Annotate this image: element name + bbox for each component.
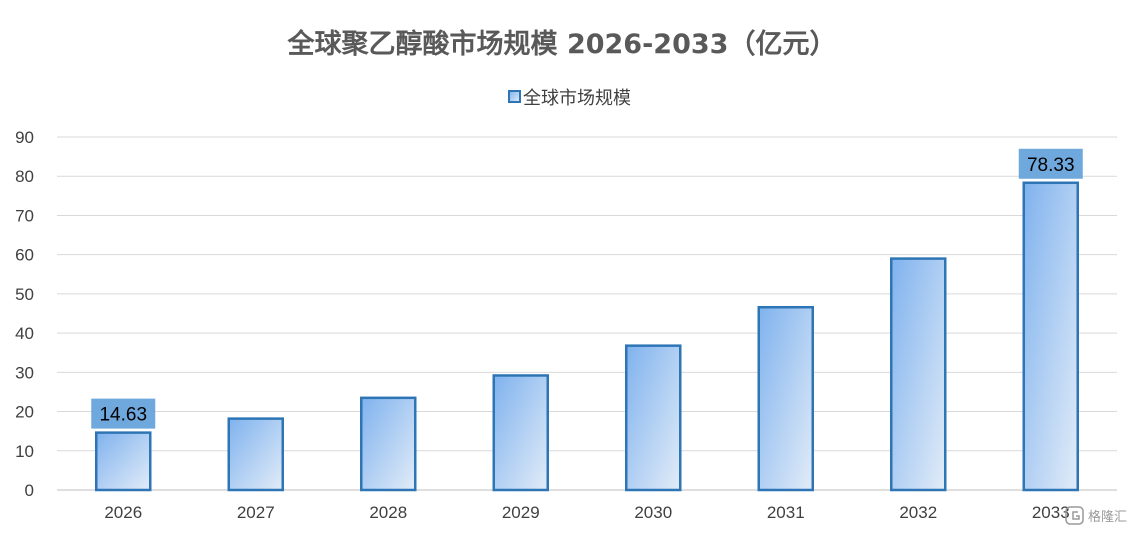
- x-tick-label: 2032: [899, 503, 937, 522]
- legend-label: 全球市场规模: [523, 88, 631, 109]
- legend-swatch: [508, 90, 521, 103]
- data-label-box: [91, 398, 156, 429]
- x-tick-label: 2027: [237, 503, 275, 522]
- data-label-box: [1018, 148, 1083, 179]
- y-tick-label: 10: [15, 442, 34, 461]
- data-label: 78.33: [1027, 155, 1075, 176]
- y-tick-label: 20: [15, 403, 34, 422]
- legend: 全球市场规模: [508, 88, 631, 109]
- y-tick-label: 30: [15, 363, 34, 382]
- chart-title: 全球聚乙醇酸市场规模 2026-2033（亿元）: [287, 28, 837, 60]
- bar-2032: [890, 257, 947, 492]
- bar-2028: [360, 396, 417, 492]
- bar-2031: [757, 305, 814, 492]
- x-axis: 2026 2027 2028 2029 2030 2031 2032 2033: [104, 503, 1069, 522]
- bar-2027: [227, 417, 284, 492]
- data-labels: 14.63 78.33: [91, 148, 1083, 429]
- x-tick-label: 2031: [767, 503, 805, 522]
- data-label: 14.63: [99, 405, 147, 426]
- x-tick-label: 2033: [1032, 503, 1070, 522]
- bar-2029: [492, 374, 549, 492]
- watermark-text: 格隆汇: [1088, 509, 1127, 525]
- watermark-logo-icon: [1065, 506, 1084, 525]
- y-tick-label: 60: [15, 246, 34, 265]
- x-tick-label: 2026: [104, 503, 142, 522]
- y-tick-label: 70: [15, 206, 34, 225]
- y-axis: 0 10 20 30 40 50 60 70 80 90: [15, 128, 34, 500]
- y-tick-label: 0: [25, 481, 34, 500]
- x-tick-label: 2030: [634, 503, 672, 522]
- y-tick-label: 50: [15, 285, 34, 304]
- bar-2026: [95, 431, 152, 492]
- watermark: 格隆汇: [1065, 506, 1127, 525]
- gridlines: [57, 136, 1117, 491]
- x-tick-label: 2029: [502, 503, 540, 522]
- y-tick-label: 40: [15, 324, 34, 343]
- bar-2030: [625, 344, 682, 492]
- bars: [95, 181, 1079, 492]
- y-tick-label: 80: [15, 167, 34, 186]
- x-tick-label: 2028: [369, 503, 407, 522]
- bar-2033: [1022, 181, 1079, 492]
- y-tick-label: 90: [15, 128, 34, 147]
